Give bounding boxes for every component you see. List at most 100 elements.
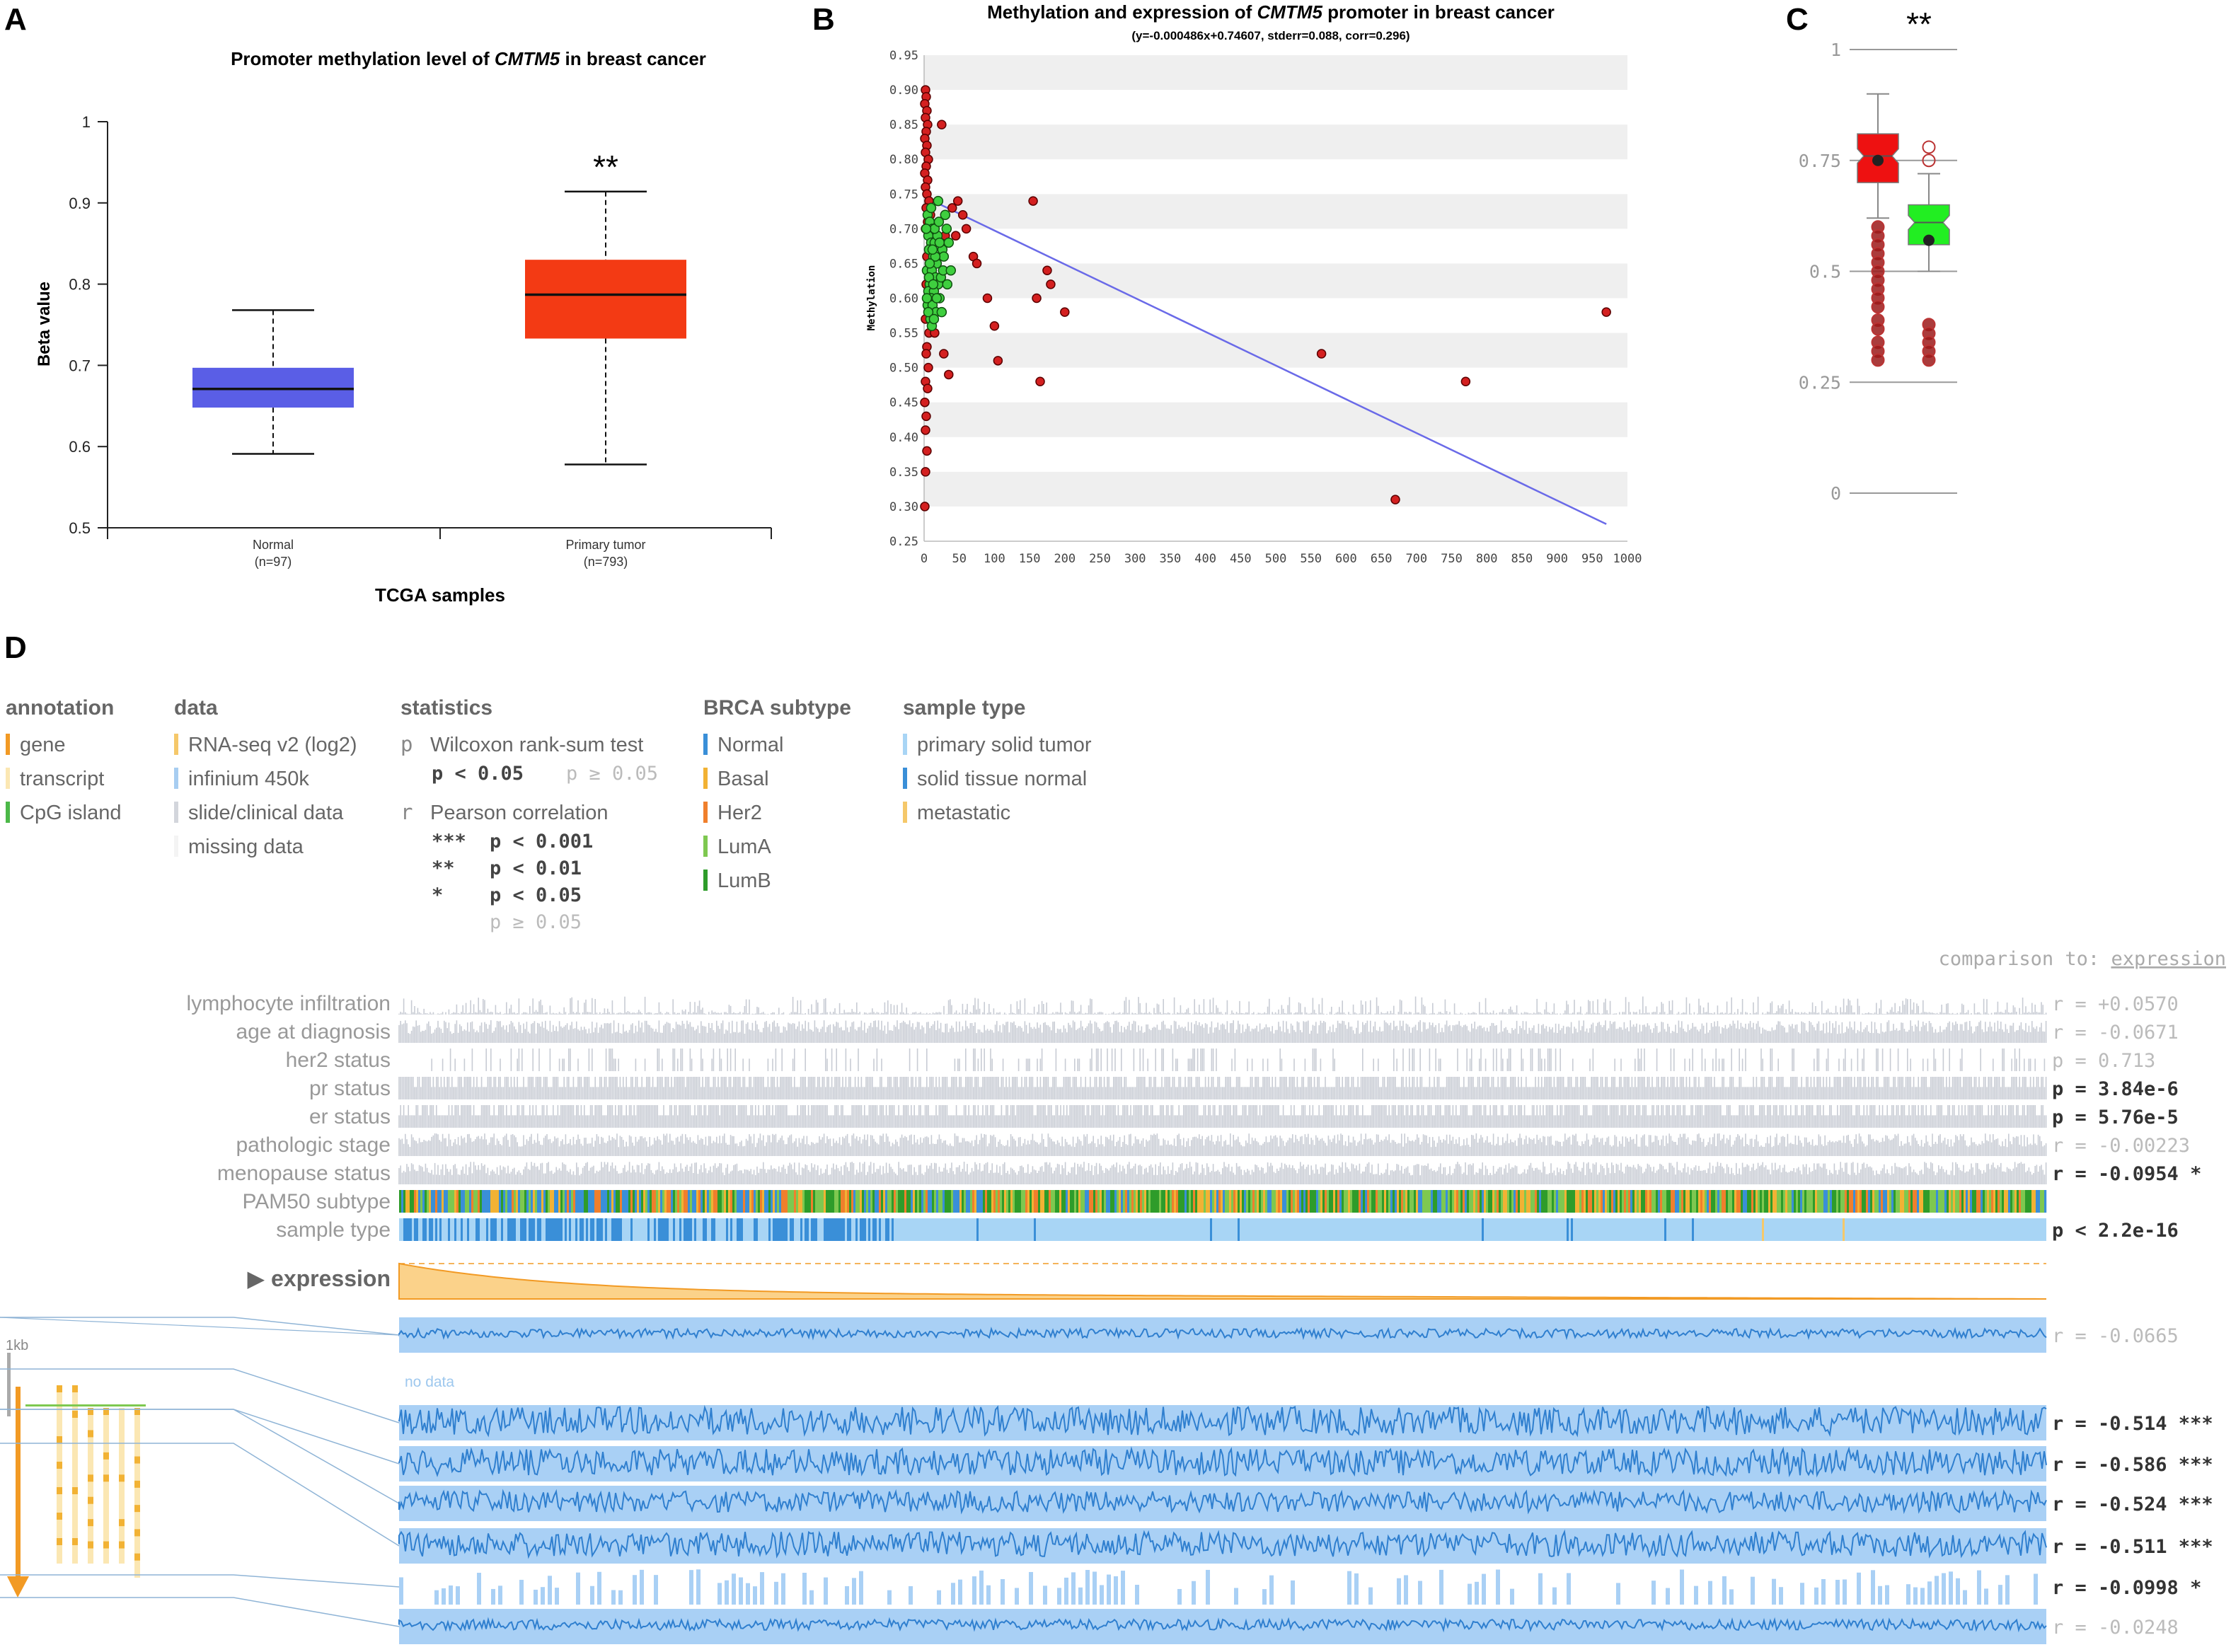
pam50-cell bbox=[1441, 1190, 1444, 1213]
pam50-cell bbox=[1471, 1190, 1474, 1213]
pam50-cell bbox=[628, 1190, 631, 1213]
pam50-cell bbox=[900, 1190, 903, 1213]
pam50-cell bbox=[1422, 1190, 1425, 1213]
pam50-cell bbox=[1584, 1190, 1586, 1213]
probe-sparse-bar bbox=[640, 1569, 644, 1605]
b-point-red bbox=[961, 224, 972, 234]
pam50-cell bbox=[1367, 1190, 1370, 1213]
b-grid-band bbox=[924, 125, 1627, 160]
pam50-cell bbox=[1883, 1190, 1886, 1213]
pam50-cell bbox=[1802, 1190, 1805, 1213]
pam50-cell bbox=[934, 1190, 937, 1213]
sampletype-normal-cell bbox=[824, 1218, 826, 1241]
pam50-cell bbox=[758, 1190, 761, 1213]
c-ytick-label: 0.25 bbox=[1799, 372, 1841, 393]
pam50-cell bbox=[1248, 1190, 1251, 1213]
pam50-cell bbox=[1707, 1190, 1710, 1213]
b-xtick-label: 800 bbox=[1476, 552, 1498, 566]
probe-trace bbox=[398, 1617, 2047, 1633]
pam50-cell bbox=[1872, 1190, 1875, 1213]
sampletype-normal-cell bbox=[408, 1218, 410, 1241]
legend-item-normal: Normal bbox=[717, 734, 783, 756]
comparison-selector[interactable]: comparison to: expression bbox=[1939, 948, 2226, 970]
legend-pearson-symbol: r bbox=[400, 800, 413, 824]
pam50-cell bbox=[1310, 1190, 1313, 1213]
pam50-cell bbox=[582, 1190, 584, 1213]
transcript-exon bbox=[134, 1553, 140, 1561]
b-ytick-label: 0.70 bbox=[889, 222, 918, 236]
pam50-cell bbox=[548, 1190, 550, 1213]
pam50-cell bbox=[783, 1190, 786, 1213]
sampletype-normal-cell bbox=[531, 1218, 533, 1241]
pam50-cell bbox=[1870, 1190, 1873, 1213]
b-point-green bbox=[941, 224, 952, 234]
pam50-cell bbox=[1312, 1190, 1315, 1213]
pam50-cell bbox=[858, 1190, 860, 1213]
pam50-cell bbox=[743, 1190, 746, 1213]
pam50-cell bbox=[1785, 1190, 1788, 1213]
pam50-cell bbox=[790, 1190, 792, 1213]
pam50-cell bbox=[1456, 1190, 1459, 1213]
pam50-cell bbox=[792, 1190, 795, 1213]
sampletype-normal-cell bbox=[448, 1218, 450, 1241]
pam50-cell bbox=[1632, 1190, 1635, 1213]
pam50-cell bbox=[1596, 1190, 1599, 1213]
legend-annotation: annotation gene transcript CpG island bbox=[6, 696, 121, 824]
expression-track-label[interactable]: ▶ expression bbox=[248, 1266, 391, 1291]
pam50-cell bbox=[1488, 1190, 1491, 1213]
sampletype-normal-cell bbox=[855, 1218, 858, 1241]
pam50-cell bbox=[1507, 1190, 1510, 1213]
pam50-cell bbox=[1480, 1190, 1482, 1213]
pam50-cell bbox=[1995, 1190, 1998, 1213]
sampletype-normal-cell bbox=[872, 1218, 875, 1241]
pam50-cell bbox=[1915, 1190, 1918, 1213]
pam50-cell bbox=[1775, 1190, 1777, 1213]
b-point-green bbox=[945, 265, 957, 276]
pam50-cell bbox=[1066, 1190, 1068, 1213]
pam50-cell bbox=[1484, 1190, 1487, 1213]
pam50-cell bbox=[1482, 1190, 1485, 1213]
sampletype-normal-cell bbox=[875, 1218, 877, 1241]
transcript-exon bbox=[103, 1408, 109, 1415]
pam50-cell bbox=[1997, 1190, 2000, 1213]
sampletype-normal-cell bbox=[546, 1218, 548, 1241]
probe-sparse-bar bbox=[456, 1586, 460, 1605]
probe-sparse-bar bbox=[576, 1572, 580, 1605]
pam50-cell bbox=[1053, 1190, 1056, 1213]
panel-b-y-ticks: 0.25 0.30 0.35 0.40 0.45 0.50 0.55 0.60 0.65 0.70… bbox=[889, 49, 918, 549]
legend-pearson-text-2: p < 0.01 bbox=[490, 857, 582, 879]
comparison-target: expression bbox=[2111, 948, 2226, 970]
pam50-cell bbox=[1114, 1190, 1117, 1213]
pam50-cell bbox=[1063, 1190, 1066, 1213]
pam50-cell bbox=[671, 1190, 674, 1213]
pam50-cell bbox=[1840, 1190, 1843, 1213]
pam50-cell bbox=[1246, 1190, 1249, 1213]
pam50-cell bbox=[2025, 1190, 2028, 1213]
sampletype-normal-cell bbox=[647, 1218, 650, 1241]
pam50-cell bbox=[1573, 1190, 1576, 1213]
pam50-cell bbox=[1862, 1190, 1864, 1213]
b-point-red bbox=[947, 203, 957, 213]
pam50-cell bbox=[2006, 1190, 2009, 1213]
probe-sparse-bar bbox=[1800, 1583, 1804, 1605]
transcript-exon bbox=[88, 1519, 93, 1527]
pam50-cell bbox=[1813, 1190, 1816, 1213]
probe-sparse-bar bbox=[1085, 1570, 1090, 1605]
sampletype-normal-cell bbox=[667, 1218, 669, 1241]
pam50-cell bbox=[512, 1190, 514, 1213]
pam50-cell bbox=[805, 1190, 807, 1213]
pam50-cell bbox=[1414, 1190, 1417, 1213]
sampletype-normal-cell bbox=[524, 1218, 526, 1241]
pam50-cell bbox=[1692, 1190, 1695, 1213]
pam50-cell bbox=[1902, 1190, 1905, 1213]
pam50-cell bbox=[469, 1190, 472, 1213]
pam50-cell bbox=[968, 1190, 971, 1213]
legend-pearson-stars-2: ** bbox=[432, 857, 455, 879]
legend-swatch-solid-normal bbox=[903, 768, 907, 789]
pam50-cell bbox=[594, 1190, 597, 1213]
c-outlier bbox=[1871, 300, 1885, 314]
pam50-cell bbox=[690, 1190, 693, 1213]
sampletype-normal-cell bbox=[620, 1218, 622, 1241]
pam50-cell bbox=[1025, 1190, 1028, 1213]
pam50-cell bbox=[1225, 1190, 1228, 1213]
